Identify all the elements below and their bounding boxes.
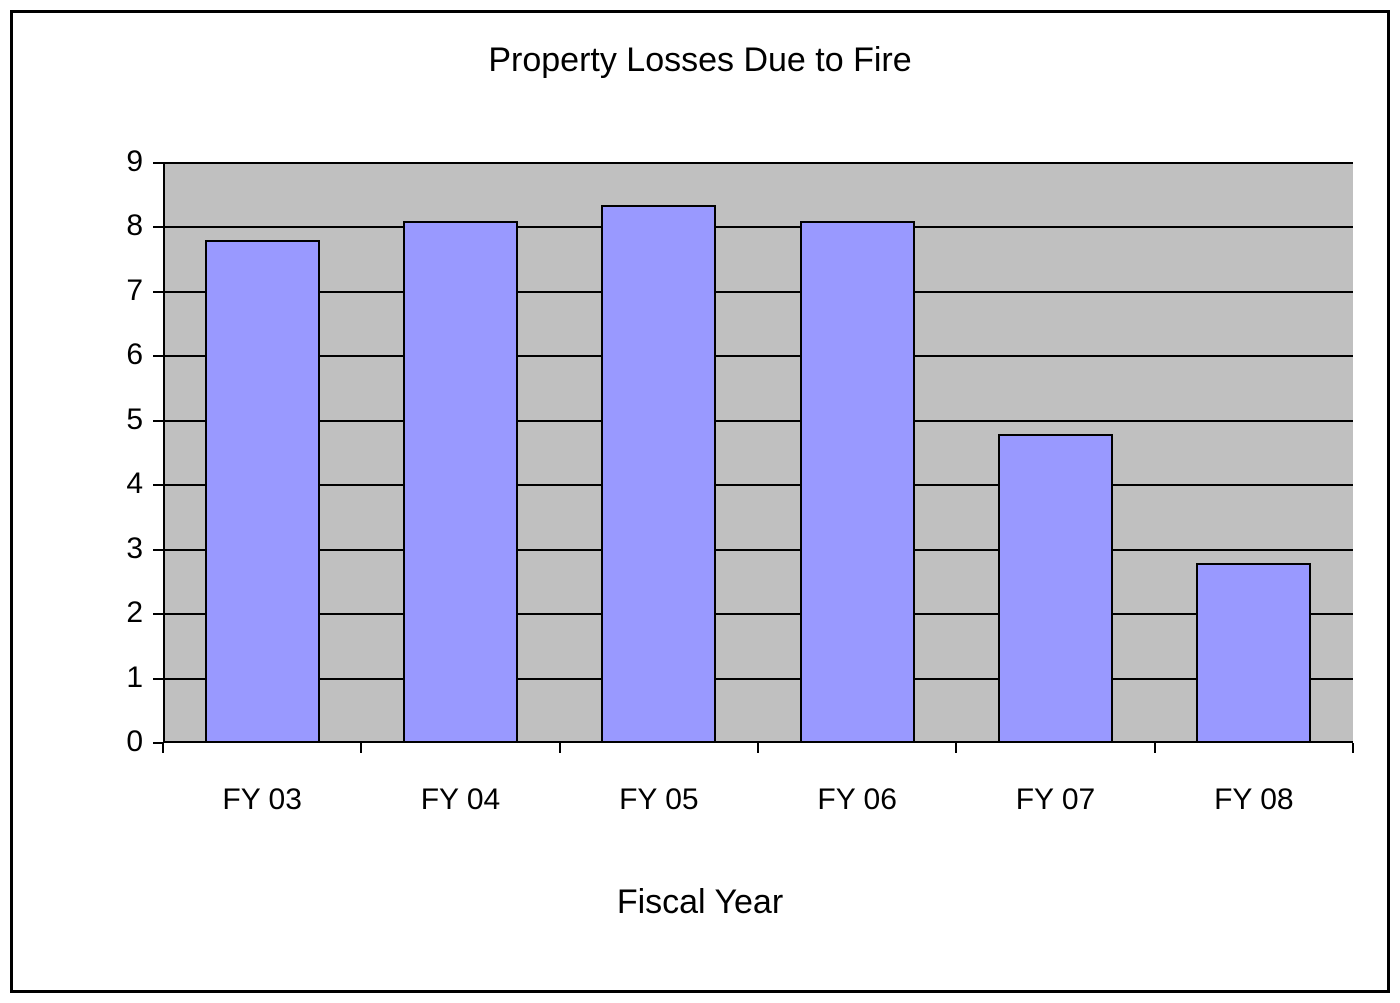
- y-tick-label: 1: [103, 661, 143, 695]
- plot-background: [163, 163, 1353, 743]
- y-tick-mark: [153, 549, 163, 551]
- bar: [800, 221, 915, 743]
- gridline: [163, 226, 1353, 228]
- gridline: [163, 291, 1353, 293]
- y-tick-label: 5: [103, 403, 143, 437]
- x-tick-label: FY 07: [956, 783, 1154, 817]
- y-tick-label: 7: [103, 274, 143, 308]
- x-tick-mark: [360, 743, 362, 753]
- x-tick-mark: [162, 743, 164, 753]
- x-tick-mark: [1154, 743, 1156, 753]
- y-tick-mark: [153, 226, 163, 228]
- gridline: [163, 355, 1353, 357]
- y-tick-mark: [153, 355, 163, 357]
- gridline: [163, 678, 1353, 680]
- x-axis-title: Fiscal Year: [13, 883, 1387, 922]
- x-tick-label: FY 05: [560, 783, 758, 817]
- gridline: [163, 549, 1353, 551]
- bar: [601, 205, 716, 743]
- bar: [998, 434, 1113, 743]
- x-tick-label: FY 03: [163, 783, 361, 817]
- bar: [205, 240, 320, 743]
- y-tick-label: 8: [103, 209, 143, 243]
- x-tick-mark: [757, 743, 759, 753]
- y-tick-label: 3: [103, 532, 143, 566]
- y-tick-label: 9: [103, 145, 143, 179]
- gridline: [163, 162, 1353, 164]
- y-tick-mark: [153, 420, 163, 422]
- x-tick-label: FY 04: [361, 783, 559, 817]
- y-tick-mark: [153, 613, 163, 615]
- chart-title: Property Losses Due to Fire: [13, 41, 1387, 80]
- y-tick-label: 0: [103, 725, 143, 759]
- bar: [1196, 563, 1311, 743]
- y-tick-mark: [153, 678, 163, 680]
- bar: [403, 221, 518, 743]
- y-tick-mark: [153, 291, 163, 293]
- y-tick-label: 2: [103, 596, 143, 630]
- y-tick-label: 6: [103, 338, 143, 372]
- y-tick-mark: [153, 162, 163, 164]
- gridline: [163, 613, 1353, 615]
- chart-container: Property Losses Due to Fire 0 1 2 3 4 5 6 7 8 9 FY …: [10, 10, 1390, 993]
- x-tick-mark: [1352, 743, 1354, 753]
- x-tick-label: FY 06: [758, 783, 956, 817]
- x-tick-mark: [955, 743, 957, 753]
- y-tick-mark: [153, 484, 163, 486]
- plot-area: [163, 163, 1353, 743]
- gridline: [163, 484, 1353, 486]
- x-tick-label: FY 08: [1155, 783, 1353, 817]
- x-tick-mark: [559, 743, 561, 753]
- y-tick-label: 4: [103, 467, 143, 501]
- y-axis-line: [163, 163, 165, 743]
- gridline: [163, 420, 1353, 422]
